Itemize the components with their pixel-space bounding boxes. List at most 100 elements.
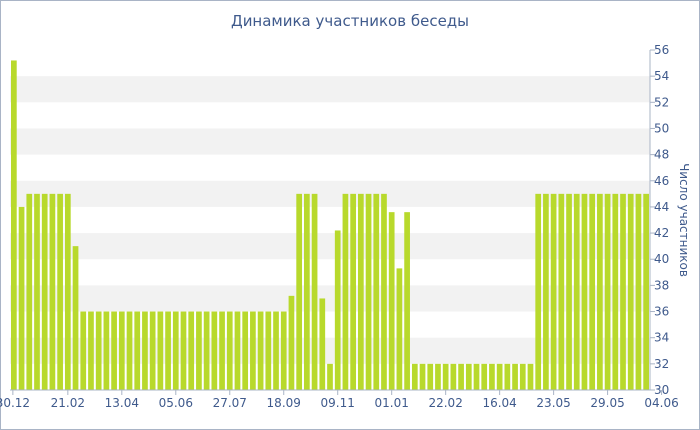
bar-43 (342, 193, 349, 390)
bar-68 (535, 193, 542, 390)
y-tick-label: 46 (654, 174, 669, 188)
bar-55 (435, 363, 441, 390)
bar-25 (203, 311, 210, 390)
bar-0 (11, 60, 17, 390)
bar-73 (573, 193, 580, 390)
bar-36 (288, 295, 295, 390)
bar-78 (612, 193, 619, 390)
bar-6 (57, 193, 63, 390)
bar-21 (172, 311, 179, 390)
bar-8 (72, 246, 79, 390)
x-tick-label: 22.02 (428, 396, 462, 410)
grid-band (10, 128, 650, 155)
bar-19 (157, 311, 164, 390)
bar-1 (18, 206, 25, 390)
bar-64 (504, 363, 511, 390)
y-tick-label: 52 (654, 95, 669, 109)
bar-59 (465, 363, 472, 390)
bar-49 (388, 212, 395, 390)
bar-74 (581, 193, 588, 390)
bar-38 (304, 193, 310, 390)
bar-31 (250, 311, 256, 390)
bar-66 (519, 363, 526, 390)
x-tick-label: 09.11 (321, 396, 355, 410)
x-tick-label: 13.04 (105, 396, 139, 410)
bar-35 (280, 311, 287, 390)
bar-48 (381, 193, 387, 390)
bar-29 (234, 311, 241, 390)
bar-45 (357, 193, 364, 390)
y-tick-label: 56 (654, 43, 669, 57)
bar-16 (134, 311, 141, 390)
x-tick-label: 27.07 (213, 396, 247, 410)
bar-46 (365, 193, 372, 390)
bar-52 (411, 363, 418, 390)
x-tick-label: 30.12 (0, 396, 30, 410)
bar-81 (635, 193, 642, 390)
bar-28 (226, 311, 233, 390)
x-tick-label: 21.02 (51, 396, 85, 410)
bar-57 (450, 363, 457, 390)
bar-14 (118, 311, 125, 390)
bar-30 (242, 311, 249, 390)
bar-54 (427, 363, 434, 390)
y-axis-title: Число участников (677, 163, 691, 277)
bar-58 (458, 363, 464, 390)
bar-63 (496, 363, 503, 390)
bar-44 (350, 193, 356, 390)
bar-71 (558, 193, 565, 390)
y-tick-label: 38 (654, 278, 669, 292)
bar-13 (111, 311, 117, 390)
bar-7 (64, 193, 71, 390)
chart-title: Динамика участников беседы (230, 12, 470, 30)
bar-17 (142, 311, 148, 390)
bar-15 (126, 311, 133, 390)
bar-60 (473, 363, 480, 390)
bar-18 (149, 311, 156, 390)
bar-37 (296, 193, 303, 390)
y-tick-label: 40 (654, 252, 669, 266)
bar-34 (273, 311, 279, 390)
x-tick-label: 18.09 (267, 396, 301, 410)
bar-82 (643, 193, 649, 390)
x-tick-label: 16.04 (482, 396, 516, 410)
y-tick-label: 54 (654, 69, 669, 83)
y-tick-label: 42 (654, 226, 669, 240)
bar-61 (481, 363, 488, 390)
bar-75 (589, 193, 596, 390)
bar-69 (543, 193, 549, 390)
bar-50 (396, 268, 403, 390)
bar-51 (404, 212, 410, 390)
bar-33 (265, 311, 272, 390)
bar-53 (419, 363, 426, 390)
bar-5 (49, 193, 56, 390)
bar-20 (165, 311, 171, 390)
bar-77 (604, 193, 611, 390)
bar-56 (442, 363, 449, 390)
bar-65 (512, 363, 518, 390)
x-tick-label: 29.05 (590, 396, 624, 410)
x-tick-label: 01.01 (375, 396, 409, 410)
bar-62 (489, 363, 495, 390)
bar-39 (311, 193, 318, 390)
bar-76 (597, 193, 603, 390)
bar-32 (257, 311, 264, 390)
bar-27 (219, 311, 225, 390)
bar-79 (620, 193, 626, 390)
bar-26 (211, 311, 218, 390)
bar-22 (180, 311, 187, 390)
y-tick-label: 48 (654, 148, 669, 162)
bar-67 (527, 363, 534, 390)
bar-41 (327, 363, 333, 390)
x-tick-label: 23.05 (536, 396, 570, 410)
bar-23 (188, 311, 195, 390)
bar-47 (373, 193, 380, 390)
bar-70 (550, 193, 557, 390)
y-tick-label: 36 (654, 305, 669, 319)
y-tick-label: 32 (654, 357, 669, 371)
grid-band (10, 76, 650, 103)
x-tick-label: 04.06 (644, 396, 678, 410)
y-tick-label: 44 (654, 200, 669, 214)
bar-9 (80, 311, 87, 390)
